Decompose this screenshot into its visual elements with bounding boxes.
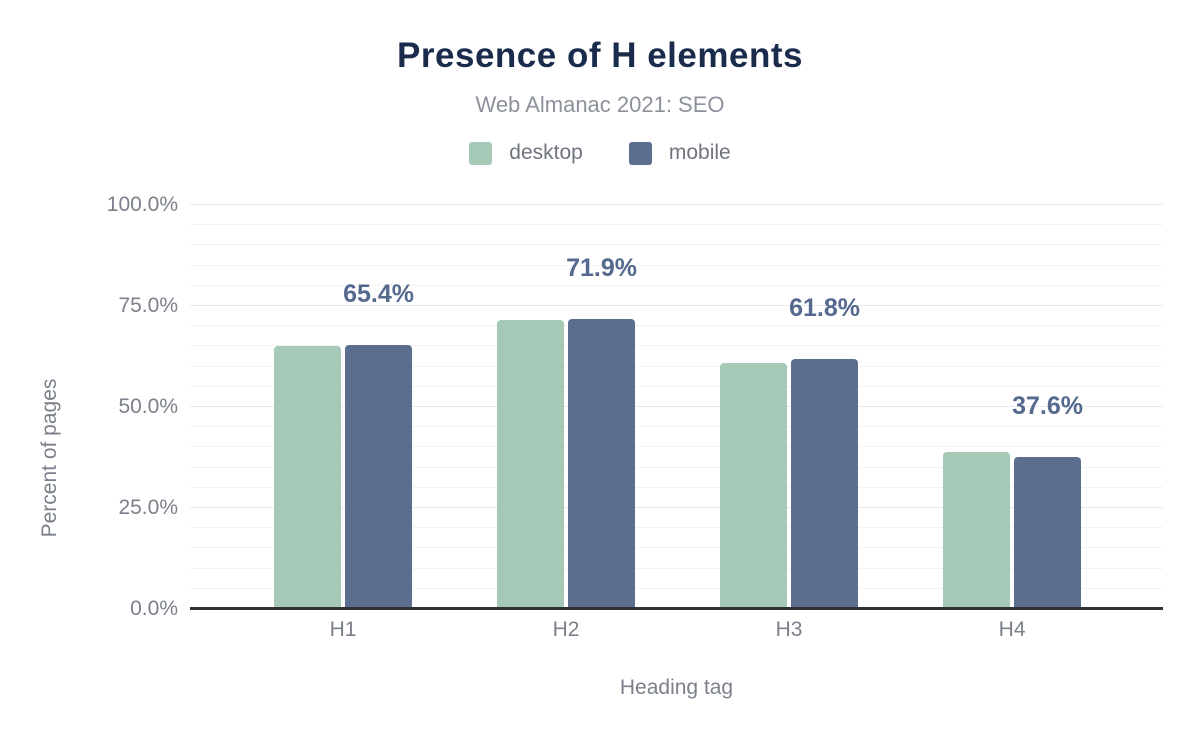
- bar-desktop-h1: [274, 346, 342, 609]
- gridline-major: [190, 305, 1163, 306]
- gridline-minor: [190, 345, 1163, 347]
- gridline-minor: [190, 325, 1163, 327]
- y-tick-label-25.0%: 25.0%: [118, 496, 178, 519]
- bar-mobile-h2: [568, 318, 636, 609]
- bar-desktop-h2: [497, 320, 565, 609]
- legend-swatch-mobile: [628, 141, 652, 165]
- bar-desktop-h3: [720, 362, 788, 609]
- x-tick-label-h2: H2: [552, 618, 580, 641]
- gridline-minor: [190, 264, 1163, 266]
- gridline-minor: [190, 466, 1163, 468]
- gridline-major: [190, 204, 1163, 205]
- legend-swatch-desktop: [469, 141, 493, 165]
- x-axis-tick-labels: H1 H2 H3 H4: [190, 618, 1163, 644]
- legend-item-mobile: mobile: [628, 141, 731, 165]
- gridline-minor: [190, 284, 1163, 286]
- x-tick-label-h1: H1: [329, 618, 357, 641]
- gridline-minor: [190, 446, 1163, 448]
- gridline-minor: [190, 426, 1163, 428]
- legend: desktop mobile: [0, 141, 1200, 165]
- legend-label-desktop: desktop: [509, 141, 583, 164]
- gridline-minor: [190, 365, 1163, 367]
- gridline-minor: [190, 486, 1163, 488]
- y-tick-label-100.0%: 100.0%: [106, 193, 178, 216]
- chart-title: Presence of H elements: [397, 36, 803, 75]
- bar-desktop-h4: [943, 452, 1011, 609]
- gridline-minor: [190, 587, 1163, 589]
- value-label-h1: 65.4%: [343, 279, 414, 308]
- bar-mobile-h4: [1014, 457, 1082, 609]
- chart-subtitle: Web Almanac 2021: SEO: [475, 92, 725, 117]
- gridline-minor: [190, 224, 1163, 226]
- value-label-h4: 37.6%: [1012, 392, 1084, 421]
- value-label-h2: 71.9%: [566, 253, 637, 282]
- x-tick-label-h4: H4: [998, 618, 1026, 641]
- legend-item-desktop: desktop: [469, 141, 583, 165]
- y-tick-label-75.0%: 75.0%: [118, 294, 178, 317]
- gridline-major: [190, 406, 1163, 407]
- gridline-minor: [190, 547, 1163, 549]
- gridline-minor: [190, 385, 1163, 387]
- bar-mobile-h3: [791, 359, 859, 609]
- plot-area: 65.4% 71.9% 61.8% 37.6%: [190, 204, 1163, 610]
- x-axis-line: [190, 607, 1163, 610]
- gridline-minor: [190, 244, 1163, 246]
- gridline-major: [190, 507, 1163, 508]
- value-label-h3: 61.8%: [789, 294, 860, 323]
- gridline-minor: [190, 527, 1163, 529]
- gridline-minor: [190, 567, 1163, 569]
- y-tick-label-50.0%: 50.0%: [118, 395, 178, 418]
- legend-label-mobile: mobile: [668, 141, 731, 164]
- y-axis-tick-labels: 0.0% 25.0% 50.0% 75.0% 100.0%: [0, 193, 178, 620]
- y-tick-label-0.0%: 0.0%: [130, 597, 178, 620]
- bar-mobile-h1: [345, 344, 413, 609]
- x-tick-label-h3: H3: [775, 618, 803, 641]
- x-axis-title: Heading tag: [619, 676, 734, 699]
